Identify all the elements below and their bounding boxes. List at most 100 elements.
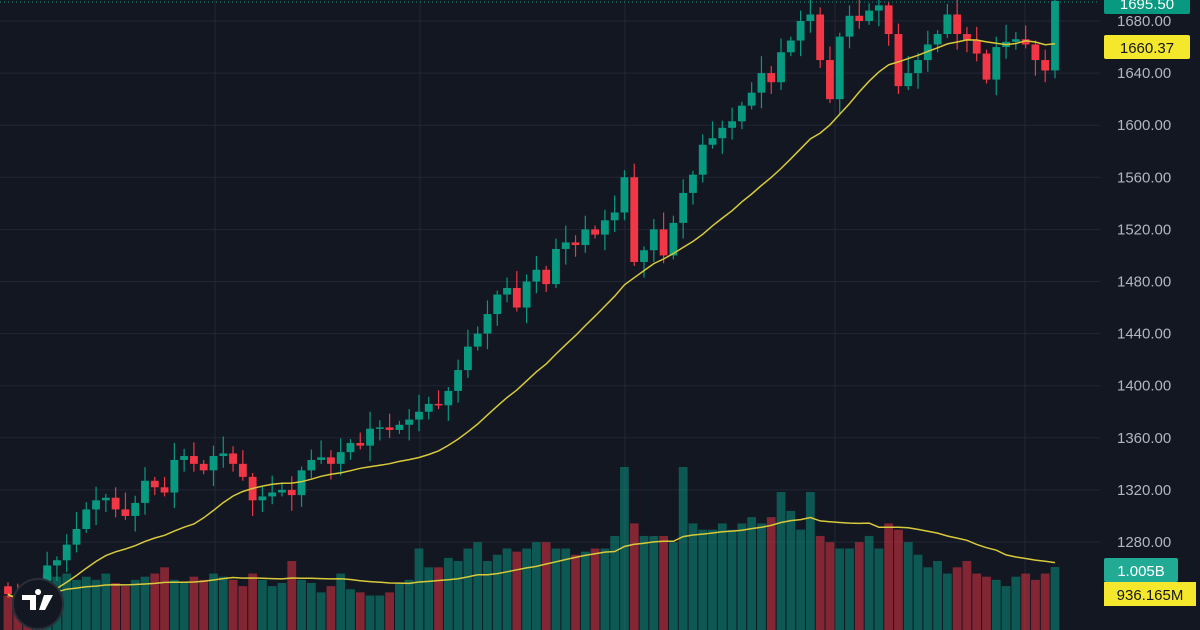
candle-body [483,314,492,334]
volume-bar [502,548,512,630]
volume-bar [805,492,815,630]
candle-body [141,480,149,503]
price-tick-label: 1360.00 [1117,430,1171,447]
volume-bar [228,579,238,630]
volume-bar [121,586,130,630]
volume-bar [815,535,825,630]
candle-body [395,424,404,430]
candle-body [346,443,355,453]
candle-body [806,14,815,21]
tradingview-logo[interactable] [12,578,64,630]
candle-body [454,370,463,391]
candle-body [718,127,727,139]
volume-bar [1031,579,1040,630]
volume-bar [512,551,522,630]
candle-body [219,453,228,457]
candle-body [473,333,482,347]
volume-bar [1040,573,1050,630]
volume-bar [561,548,571,630]
volume-bar [81,576,91,630]
volume-bar [551,548,561,630]
candle-body [444,390,453,406]
volume-bar [277,582,287,630]
candle-body [1021,39,1030,45]
candle-body [150,480,159,488]
candle-body [238,463,247,477]
candle-body [786,40,795,53]
candle-body [620,177,629,213]
volume-bar [786,510,796,630]
volume-bar [825,542,835,630]
candle-body [532,269,541,282]
volume-bar [982,576,991,630]
volume-bar [483,561,492,630]
volume-ma-tag: 936.165M [1104,582,1196,606]
price-tick-label: 1280.00 [1117,534,1171,551]
candle-body [297,470,306,496]
volume-bar [238,586,248,630]
candle-body [972,40,981,54]
candle-body [894,34,903,87]
candle-body [1041,60,1050,71]
volume-bar [443,557,453,630]
volume-bar [160,567,169,630]
volume-bar [737,523,747,630]
candle-body [72,528,81,545]
volume-bar [1050,566,1060,630]
candle-body [747,92,756,106]
volume-bar [903,542,913,630]
ma-tag: 1660.37 [1104,35,1190,59]
volume-bar [522,548,531,630]
candle-body [463,346,472,371]
price-tick-label: 1520.00 [1117,221,1171,238]
candle-body [610,212,619,221]
candle-body [542,269,551,285]
candle-body [737,105,746,122]
candle-body [943,14,952,35]
volume-bar [3,595,13,630]
volume-bar [169,579,179,630]
price-tick-label: 1440.00 [1117,326,1171,343]
price-tick-label: 1600.00 [1117,117,1171,134]
candle-body [874,5,883,11]
price-axis[interactable]: 1680.00 1640.00 1600.00 1560.00 1520.00 1480.… [1117,13,1171,551]
volume-bar [473,542,483,630]
volume-bar [747,517,757,630]
volume-bar [1001,586,1011,630]
volume-bar [864,535,874,630]
candle-body [640,250,648,262]
candle-body [434,403,443,406]
volume-bar [248,573,258,630]
candle-body [258,496,267,501]
candle-body [326,457,335,464]
candle-body [512,288,521,308]
volume-bar [796,529,805,630]
price-tick-label: 1680.00 [1117,13,1171,30]
candle-body [170,459,179,493]
candle-body [415,411,423,420]
volume-bar [189,576,199,630]
volume-bar [541,542,551,630]
volume-bar [688,523,698,630]
candle-body [698,144,707,175]
volume-bar [355,592,365,630]
candle-body [180,456,189,460]
volume-bar [287,561,297,630]
candle-body [669,222,678,256]
volume-bar [590,548,600,630]
candle-body [777,52,785,83]
candle-body [728,121,737,128]
volume-bar [140,576,150,630]
candle-body [552,248,560,285]
volume-bar [766,517,776,630]
candle-body [229,453,237,464]
volume-bar [395,582,404,630]
volume-bar [923,567,933,630]
volume-bar [306,582,316,630]
candle-body [366,428,374,446]
candle-body [767,73,776,83]
volume-bar [727,529,737,630]
volume-bar [854,542,864,630]
volume-bar [845,548,854,630]
